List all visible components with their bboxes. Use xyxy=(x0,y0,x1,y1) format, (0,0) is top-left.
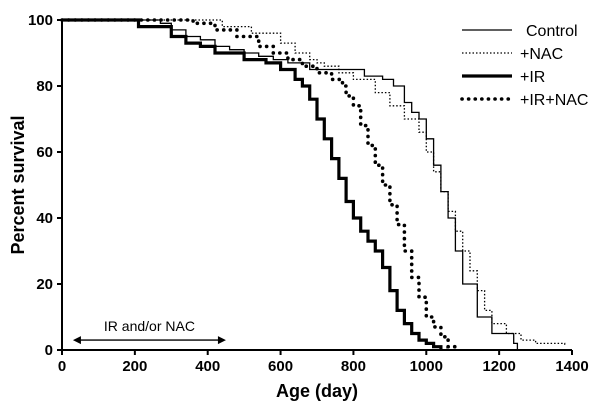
x-tick-label: 400 xyxy=(195,358,220,375)
legend-label-2: +NAC xyxy=(520,46,563,63)
series-line-4 xyxy=(60,18,458,352)
annotation-arrowhead-right xyxy=(217,336,226,345)
legend: Control +NAC +IR +IR+NAC xyxy=(460,23,588,109)
plot-area xyxy=(60,18,566,352)
x-tick-label: 200 xyxy=(122,358,147,375)
y-tick-label: 60 xyxy=(36,144,53,161)
legend-label-1: Control xyxy=(526,23,578,40)
y-tick-label: 100 xyxy=(28,12,53,29)
x-axis-title: Age (day) xyxy=(276,381,358,401)
x-tick-label: 1400 xyxy=(555,358,588,375)
annotation-label: IR and/or NAC xyxy=(104,318,195,334)
series-line-3 xyxy=(62,18,443,350)
x-tick-label: 1000 xyxy=(410,358,443,375)
annotation-arrowhead-left xyxy=(72,336,81,345)
x-tick-label: 0 xyxy=(58,358,66,375)
y-tick-label: 80 xyxy=(36,78,53,95)
annotations: IR and/or NAC xyxy=(72,318,226,345)
y-tick-label: 40 xyxy=(36,210,53,227)
legend-label-4: +IR+NAC xyxy=(520,92,588,109)
series-line-2 xyxy=(62,19,566,347)
x-tick-label: 1200 xyxy=(482,358,515,375)
legend-label-3: +IR xyxy=(520,69,545,86)
axes: 0 200 400 600 800 1000 1200 1400 0 20 40 60 80 100 Age… xyxy=(8,12,589,401)
x-tick-label: 800 xyxy=(341,358,366,375)
y-tick-label: 0 xyxy=(45,342,53,359)
y-tick-label: 20 xyxy=(36,276,53,293)
x-tick-label: 600 xyxy=(268,358,293,375)
series-line-1 xyxy=(62,19,519,350)
y-axis-title: Percent survival xyxy=(8,115,28,254)
